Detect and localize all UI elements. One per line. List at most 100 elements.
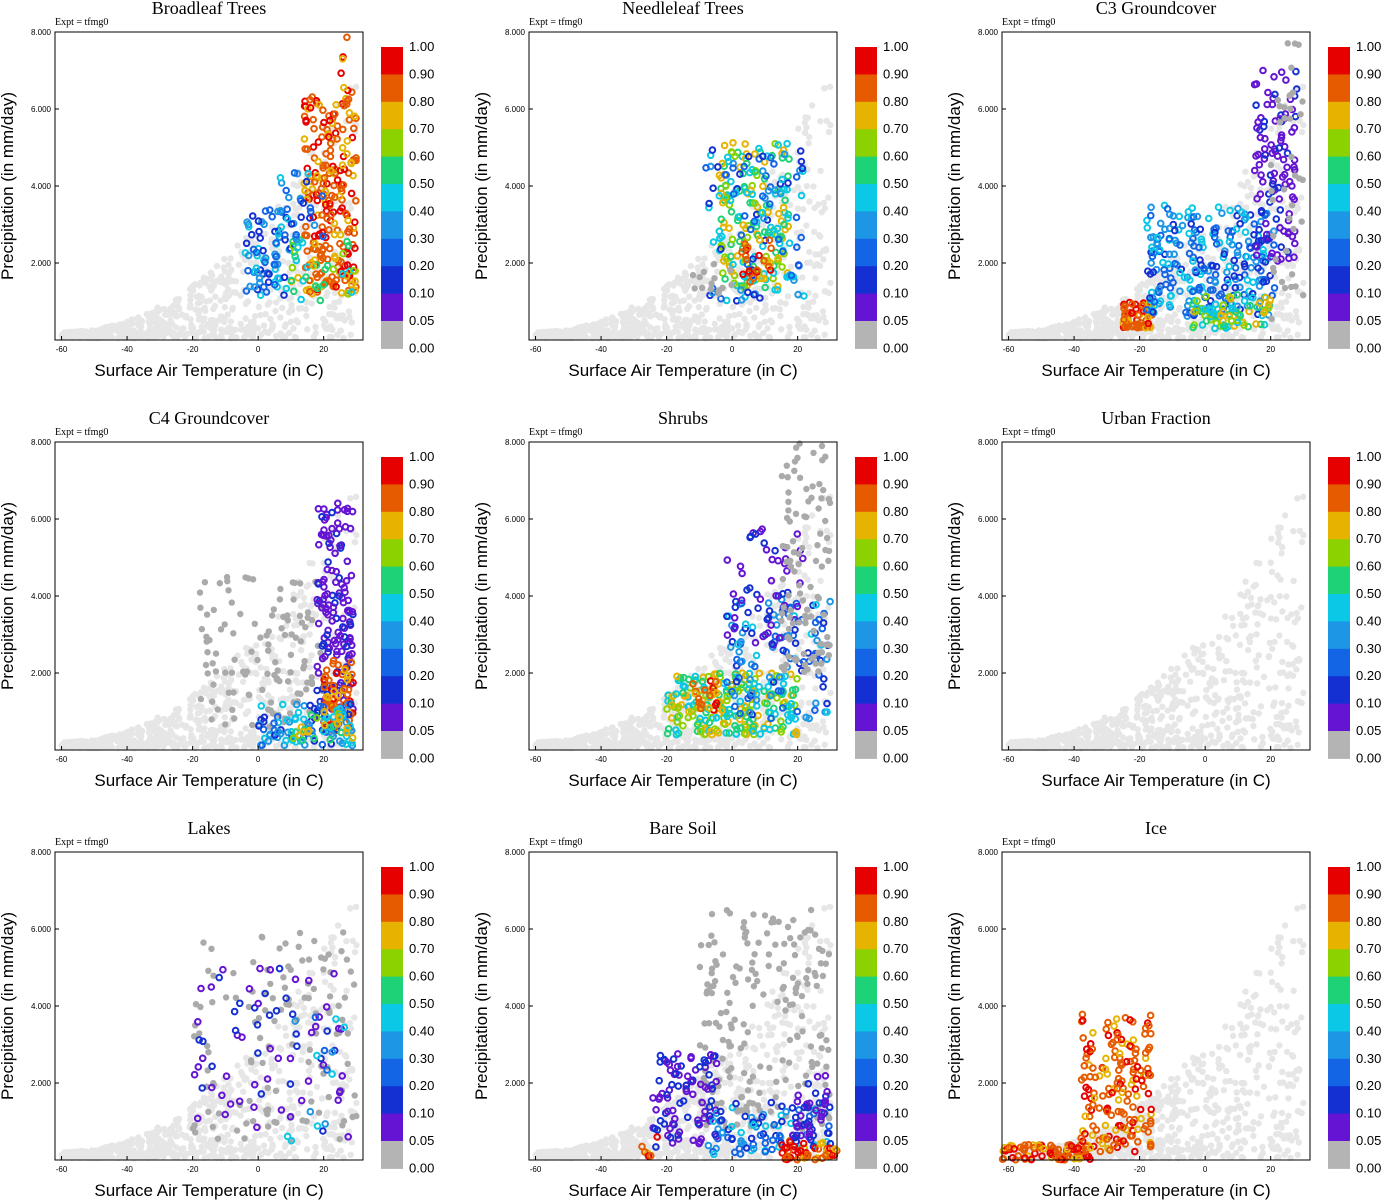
data-point [745, 267, 754, 276]
bg-point [86, 329, 94, 336]
bg-point [682, 325, 689, 333]
data-point [328, 617, 337, 625]
bg-point [198, 323, 205, 330]
data-point [256, 278, 264, 287]
bg-point [747, 299, 754, 306]
bg-point [306, 631, 313, 638]
bg-point [86, 739, 94, 746]
data-point [343, 33, 351, 42]
colorbar-swatch [381, 129, 403, 158]
bg-point [58, 334, 66, 341]
bg-point [608, 315, 615, 322]
colorbar-swatch [855, 266, 877, 295]
bg-point [221, 255, 228, 263]
data-point [1270, 73, 1278, 81]
bg-point [821, 741, 828, 748]
bg-point [701, 318, 708, 325]
bg-point [687, 262, 695, 270]
data-point [272, 659, 279, 666]
data-point [306, 204, 315, 212]
bg-point [331, 299, 338, 307]
data-point [709, 184, 717, 192]
bg-point [239, 736, 246, 743]
data-point [287, 276, 296, 285]
bg-point [82, 328, 89, 335]
bg-point [278, 332, 286, 340]
y-tick-label: 6.000 [505, 105, 526, 114]
bg-point [1298, 128, 1306, 136]
data-point [245, 691, 252, 698]
data-point [739, 270, 747, 279]
bg-point [234, 242, 241, 249]
data-point [287, 220, 296, 228]
bg-point [791, 187, 798, 194]
bg-point [353, 689, 360, 697]
bg-point [661, 316, 668, 323]
bg-point [1061, 328, 1068, 335]
bg-point [810, 183, 817, 190]
data-point [708, 146, 717, 154]
bg-point [149, 316, 157, 324]
bg-point [308, 652, 315, 659]
cluster-4 [337, 33, 351, 92]
data-point [337, 258, 345, 266]
bg-point [264, 692, 272, 699]
data-point [1245, 307, 1253, 316]
bg-point [750, 247, 757, 255]
data-point [1188, 204, 1196, 212]
bg-point [347, 331, 354, 338]
data-point [1233, 291, 1242, 299]
data-point [1187, 220, 1195, 228]
data-point [784, 214, 792, 222]
bg-point [817, 118, 824, 125]
colorbar-label: 0.00 [409, 750, 434, 765]
bg-point [823, 247, 830, 254]
bg-point [814, 334, 821, 341]
data-point [342, 740, 351, 748]
colorbar-label: 0.00 [883, 340, 908, 355]
data-point [323, 214, 332, 223]
bg-point [187, 701, 194, 709]
bg-point [146, 325, 154, 332]
bg-point [286, 686, 294, 693]
bg-point [183, 330, 191, 337]
bg-point [204, 321, 211, 328]
data-point [314, 138, 323, 146]
colorbar-label: 0.05 [409, 313, 434, 328]
bg-point [650, 305, 657, 313]
data-point [265, 628, 272, 635]
bg-point [217, 297, 224, 304]
bg-point [1300, 121, 1307, 129]
data-point [320, 118, 328, 127]
data-point [321, 241, 330, 250]
bg-point [267, 315, 274, 323]
data-point [1235, 241, 1243, 250]
data-point [330, 219, 339, 228]
bg-point [817, 167, 824, 174]
data-point [1148, 252, 1157, 261]
colorbar-swatch [1328, 321, 1350, 349]
data-point [313, 196, 322, 205]
data-point [314, 157, 322, 166]
data-point [344, 228, 352, 236]
data-point [736, 170, 744, 178]
data-point [340, 583, 349, 592]
data-point [332, 283, 340, 291]
bg-point [303, 299, 310, 306]
bg-point [277, 314, 284, 321]
data-point [759, 167, 767, 175]
data-point [272, 239, 280, 247]
bg-point [191, 690, 199, 698]
bg-point [762, 307, 770, 314]
bg-point [1278, 299, 1285, 307]
data-point [323, 631, 331, 639]
bg-point [176, 715, 183, 723]
data-point [1277, 68, 1286, 76]
bg-point [306, 559, 313, 567]
data-point [729, 190, 738, 198]
data-point [717, 245, 725, 253]
bg-point [1294, 331, 1301, 338]
data-point [285, 193, 293, 202]
bg-point [803, 124, 810, 131]
data-point [1264, 88, 1272, 97]
